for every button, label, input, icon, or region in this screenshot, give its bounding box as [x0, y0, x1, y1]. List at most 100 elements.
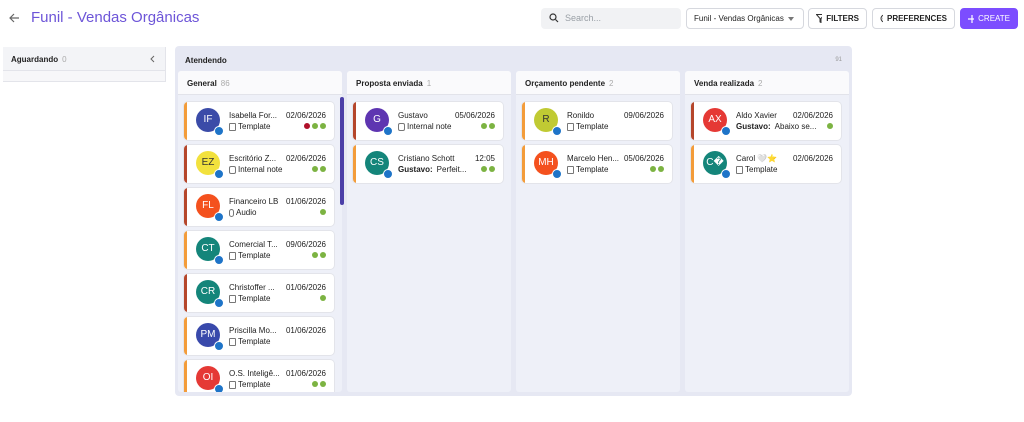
column-count: 86 [220, 79, 230, 88]
column-title-text: Venda realizada [694, 79, 755, 88]
column-header: Orçamento pendente 2 [516, 71, 680, 95]
avatar: IF [196, 108, 220, 132]
card-accent [184, 317, 187, 355]
search-icon [549, 13, 559, 23]
detail-text: Internal note [407, 122, 452, 131]
column-count: 2 [758, 79, 763, 88]
card-accent [184, 102, 187, 140]
page-title: Funil - Vendas Orgânicas [31, 9, 200, 26]
sidebar-header[interactable]: Aguardando 0 [3, 47, 165, 71]
scrollbar[interactable] [340, 97, 344, 205]
card-date: 02/06/2026 [792, 154, 833, 163]
back-button[interactable] [8, 12, 20, 24]
status-dot [481, 166, 487, 172]
channel-badge [214, 384, 224, 392]
status-dots [650, 166, 664, 172]
status-dots [827, 123, 833, 129]
card-accent [184, 274, 187, 312]
sidebar-title-text: Aguardando [11, 55, 59, 64]
contact-name: Aldo Xavier [736, 111, 777, 120]
channel-badge [383, 169, 393, 179]
column-header: Proposta enviada 1 [347, 71, 511, 95]
status-dots [320, 209, 326, 215]
card-accent [353, 145, 356, 183]
channel-badge [214, 212, 224, 222]
contact-name: Gustavo [398, 111, 428, 120]
card-detail: Internal note [398, 122, 451, 131]
contact-card[interactable]: G Gustavo 05/06/2026 Internal note [353, 102, 503, 140]
sidebar-count: 0 [62, 55, 67, 64]
card-accent [353, 102, 356, 140]
card-date: 12:05 [474, 154, 495, 163]
status-dots [320, 295, 326, 301]
status-dot [312, 381, 318, 387]
preferences-button[interactable]: PREFERENCES [872, 8, 955, 29]
channel-badge [214, 298, 224, 308]
contact-card[interactable]: R Ronildo 09/06/2026 Template [522, 102, 672, 140]
gear-icon [880, 14, 883, 23]
status-dot [312, 252, 318, 258]
channel-badge [214, 255, 224, 265]
card-accent [522, 102, 525, 140]
channel-badge [721, 126, 731, 136]
detail-text: Audio [236, 208, 257, 217]
detail-text: Internal note [238, 165, 283, 174]
channel-badge [383, 126, 393, 136]
detail-text: Perfeit... [436, 165, 467, 174]
sidebar-title: Aguardando 0 [11, 55, 67, 64]
column-count: 2 [609, 79, 614, 88]
channel-badge [214, 341, 224, 351]
contact-card[interactable]: IF Isabella For... 02/06/2026 Template [184, 102, 334, 140]
card-date: 09/06/2026 [623, 111, 664, 120]
column-title-text: General [187, 79, 217, 88]
contact-card[interactable]: CS Cristiano Schott 12:05 Gustavo: Perfeit..… [353, 145, 503, 183]
detail-text: Template [576, 165, 609, 174]
detail-text: Template [238, 294, 271, 303]
sidebar: Aguardando 0 [3, 47, 166, 82]
column-header: General 86 [178, 71, 342, 95]
channel-badge [214, 169, 224, 179]
filter-icon [816, 14, 823, 23]
card-detail: Gustavo: Abaixo se... [736, 122, 816, 131]
create-button[interactable]: CREATE [960, 8, 1018, 29]
status-dot [481, 123, 487, 129]
contact-card[interactable]: PM Priscilla Mo... 01/06/2026 Template [184, 317, 334, 355]
status-dot [650, 166, 656, 172]
contact-card[interactable]: OI O.S. Inteligê... 01/06/2026 Template [184, 360, 334, 392]
column-title-text: Proposta enviada [356, 79, 423, 88]
audio-icon [229, 208, 234, 217]
card-detail: Template [229, 380, 270, 389]
contact-card[interactable]: EZ Escritório Z... 02/06/2026 Internal note [184, 145, 334, 183]
contact-name: O.S. Inteligê... [229, 369, 280, 378]
status-dot [489, 166, 495, 172]
contact-card[interactable]: CR Christoffer ... 01/06/2026 Template [184, 274, 334, 312]
contact-card[interactable]: FL Financeiro LB 01/06/2026 Audio [184, 188, 334, 226]
card-date: 01/06/2026 [285, 369, 326, 378]
template-icon [229, 251, 236, 260]
column-title-text: Orçamento pendente [525, 79, 606, 88]
contact-card[interactable]: MH Marcelo Hen... 05/06/2026 Template [522, 145, 672, 183]
column: Venda realizada 2 AX Aldo Xavier 02/06/2026 G… [685, 71, 849, 392]
select-label: Funil - Vendas Orgânicas [694, 14, 784, 23]
template-icon [229, 380, 236, 389]
card-accent [184, 231, 187, 269]
search-box[interactable]: Search... [541, 8, 681, 29]
card-detail: Template [229, 337, 270, 346]
column-title: Venda realizada 2 [694, 79, 762, 88]
contact-card[interactable]: AX Aldo Xavier 02/06/2026 Gustavo: Abaixo se… [691, 102, 841, 140]
card-date: 02/06/2026 [285, 154, 326, 163]
status-dots [304, 123, 326, 129]
contact-card[interactable]: C� Carol 🤍⭐ 02/06/2026 Template [691, 145, 841, 183]
template-icon [567, 165, 574, 174]
contact-name: Isabella For... [229, 111, 278, 120]
pipeline-select[interactable]: Funil - Vendas Orgânicas [686, 8, 804, 29]
template-icon [229, 337, 236, 346]
filters-button[interactable]: FILTERS [808, 8, 867, 29]
column-title: General 86 [187, 79, 230, 88]
status-dots [481, 166, 495, 172]
collapse-icon[interactable] [149, 55, 155, 63]
detail-text: Template [238, 380, 271, 389]
contact-card[interactable]: CT Comercial T... 09/06/2026 Template [184, 231, 334, 269]
detail-text: Template [238, 337, 271, 346]
